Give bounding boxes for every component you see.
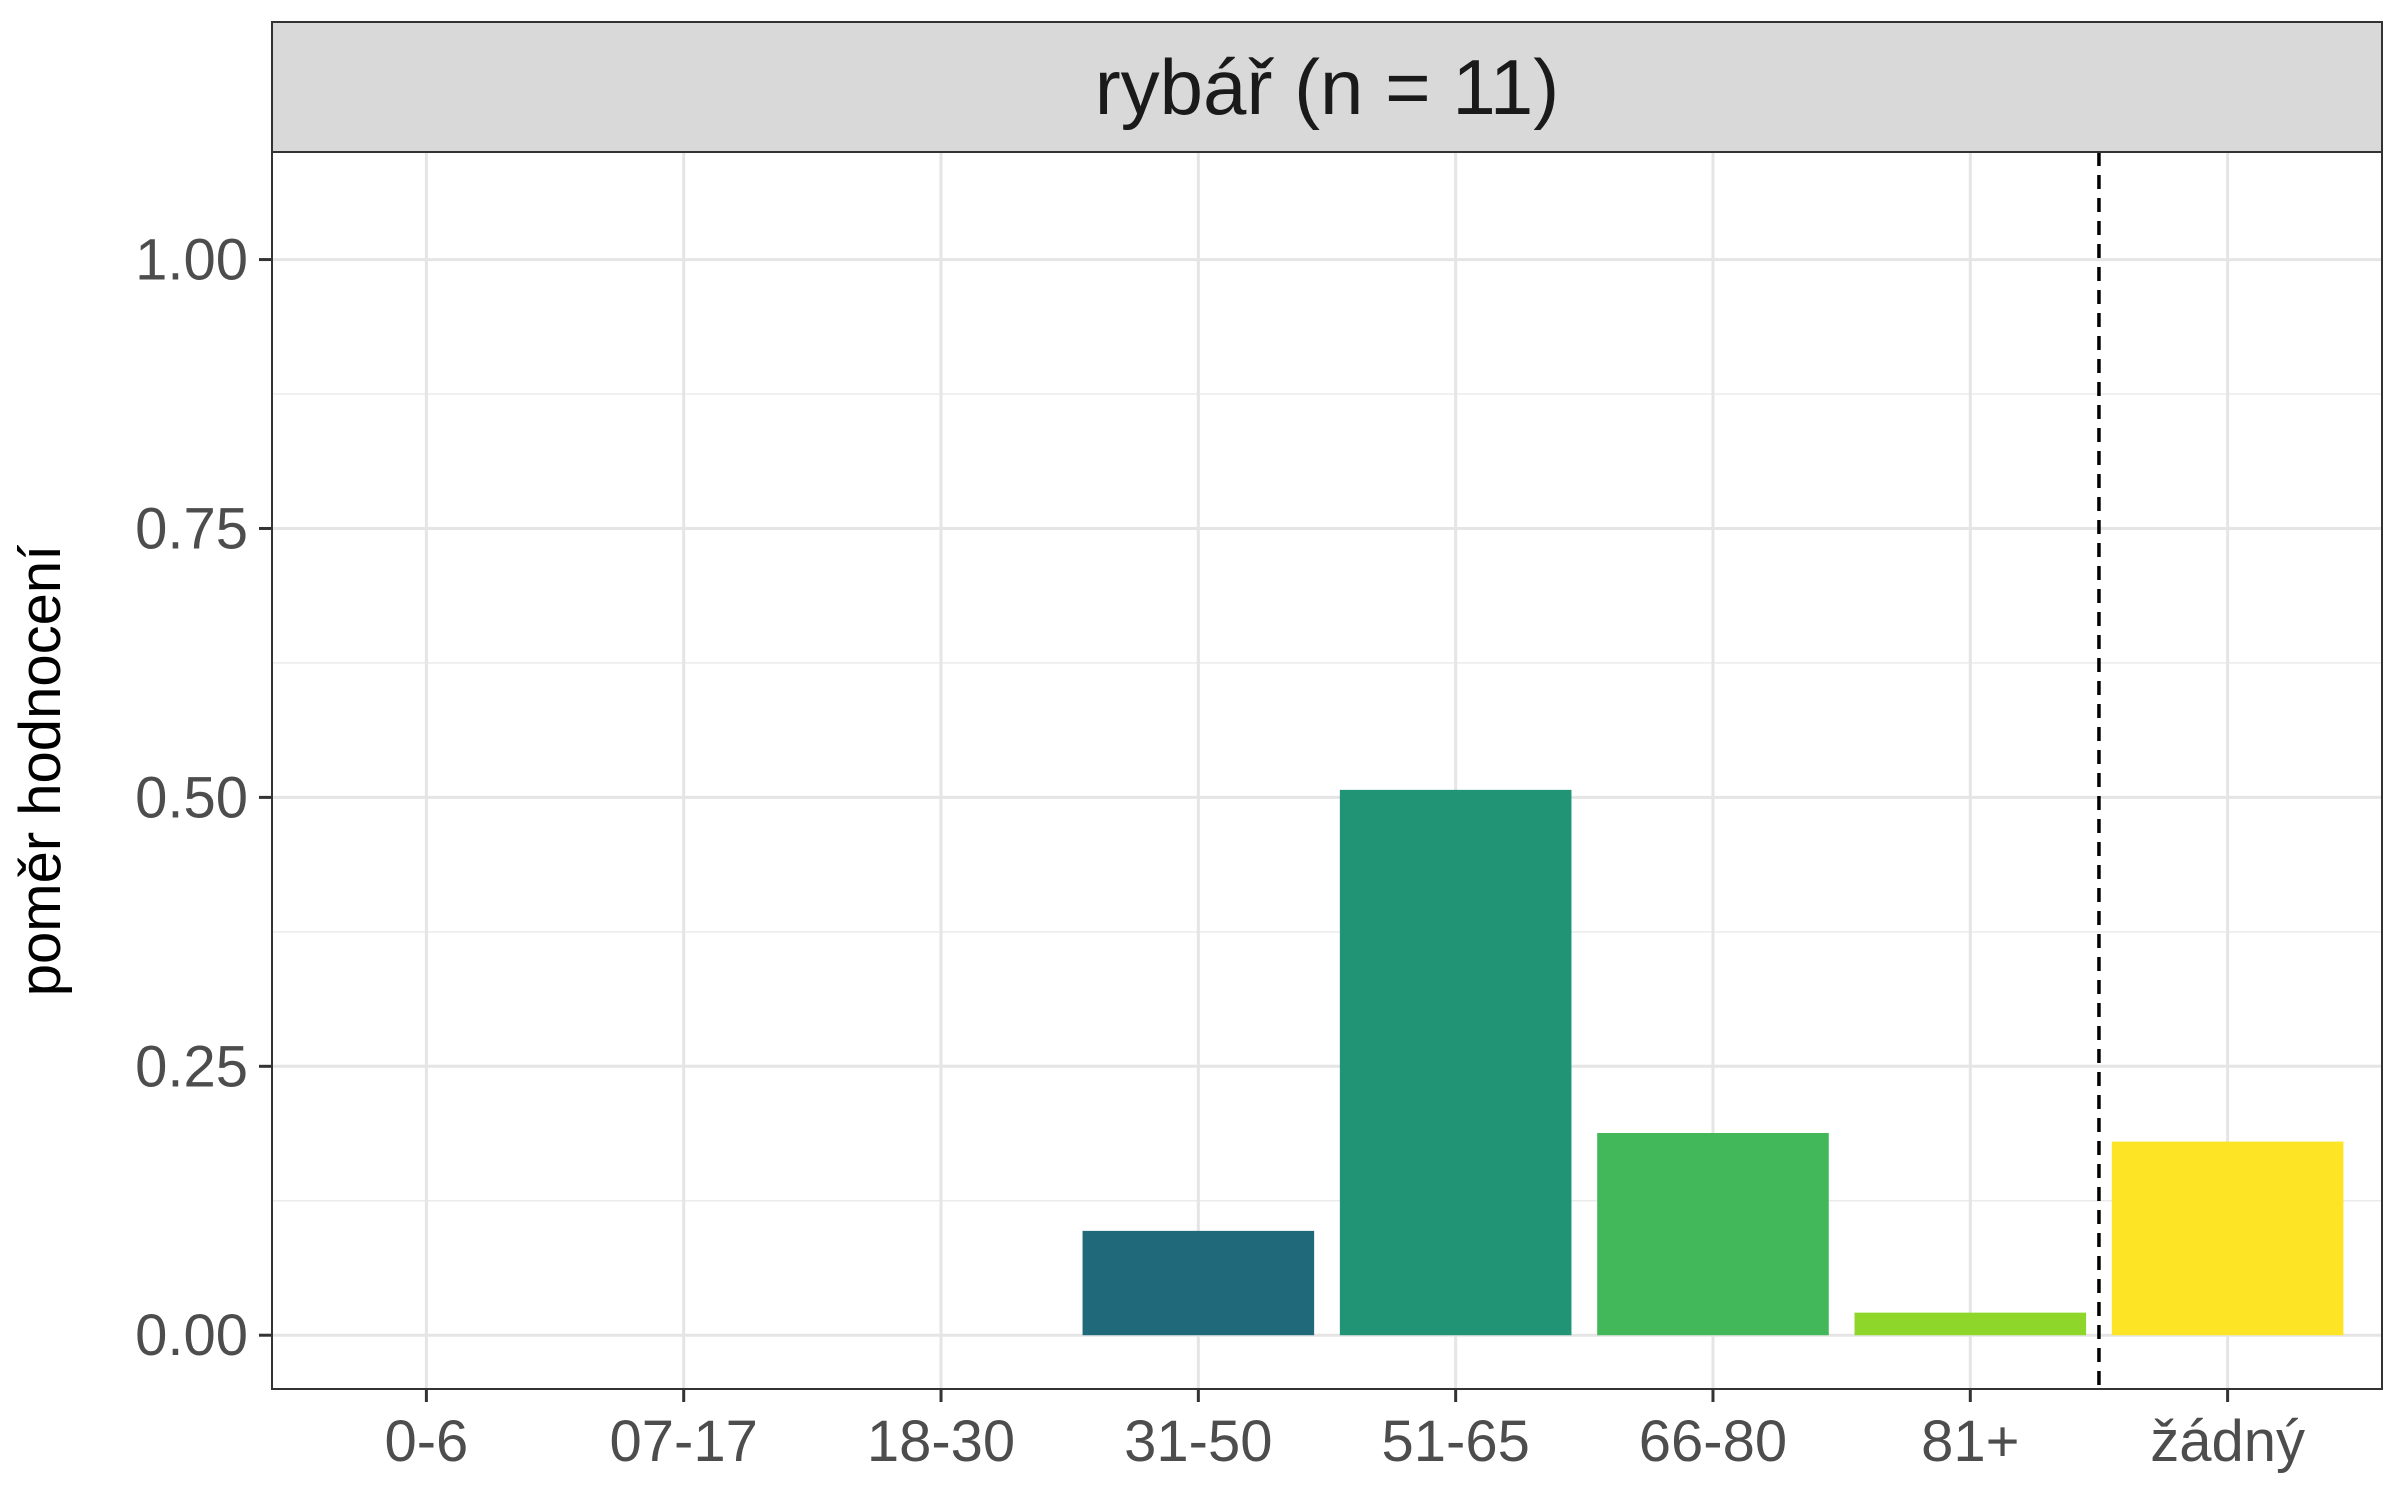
y-tick-label: 1.00 bbox=[135, 228, 248, 293]
x-tick-label: 66-80 bbox=[1639, 1409, 1787, 1474]
x-tick-label: 0-6 bbox=[384, 1409, 468, 1474]
axis-ticks: 0.00 0.25 0.50 0.75 1.00 0-6 07-17 18-30 31-50 51… bbox=[135, 228, 2305, 1474]
x-tick-label: žádný bbox=[2150, 1409, 2305, 1474]
facet-strip: rybář (n = 11) bbox=[271, 21, 2383, 153]
facet-strip-background bbox=[271, 21, 2383, 153]
y-tick-label: 0.75 bbox=[135, 496, 248, 561]
grid-lines bbox=[272, 152, 2382, 1389]
x-tick-label: 07-17 bbox=[610, 1409, 758, 1474]
x-tick-label: 81+ bbox=[1921, 1409, 2019, 1474]
bars bbox=[1082, 789, 2344, 1336]
bar-žádný bbox=[2111, 1141, 2344, 1336]
x-tick-label: 31-50 bbox=[1124, 1409, 1272, 1474]
bar-81+ bbox=[1854, 1312, 2087, 1336]
y-tick-label: 0.00 bbox=[135, 1303, 248, 1368]
bar-51-65 bbox=[1339, 789, 1572, 1336]
y-tick-label: 0.25 bbox=[135, 1034, 248, 1099]
x-tick-label: 18-30 bbox=[867, 1409, 1015, 1474]
bar-31-50 bbox=[1082, 1230, 1315, 1336]
y-tick-label: 0.50 bbox=[135, 765, 248, 830]
facet-title: rybář (n = 11) bbox=[1095, 43, 1560, 131]
y-axis-title: poměr hodnocení bbox=[8, 545, 73, 996]
x-tick-label: 51-65 bbox=[1381, 1409, 1529, 1474]
bar-66-80 bbox=[1597, 1132, 1829, 1336]
